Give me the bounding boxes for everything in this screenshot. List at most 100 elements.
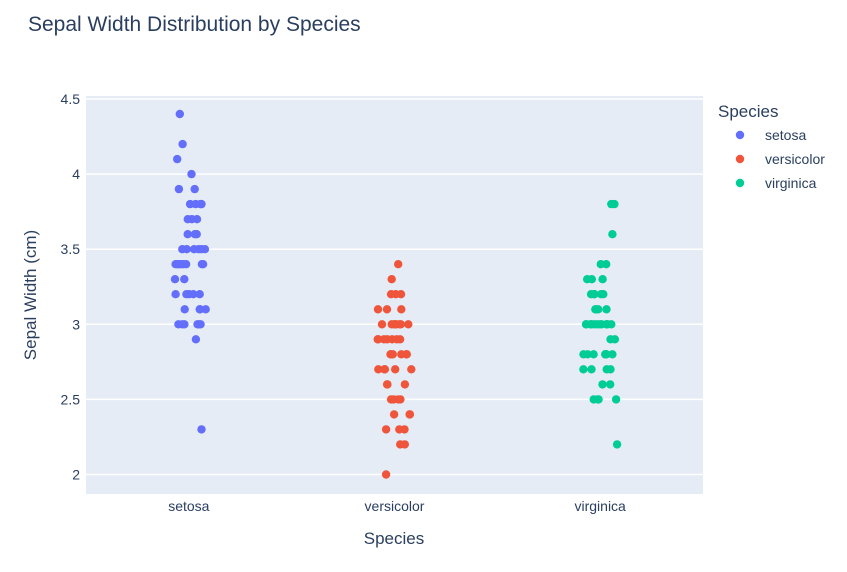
data-point[interactable] (190, 184, 199, 194)
data-point[interactable] (174, 184, 184, 194)
data-point[interactable] (589, 350, 598, 359)
data-point[interactable] (590, 290, 599, 299)
x-axis-title: Species (364, 529, 424, 548)
legend-marker-icon (735, 178, 745, 188)
data-point[interactable] (178, 139, 187, 149)
data-point[interactable] (173, 154, 182, 164)
data-point[interactable] (608, 230, 617, 239)
data-point[interactable] (389, 410, 399, 419)
data-point[interactable] (598, 380, 607, 389)
data-point[interactable] (405, 410, 415, 419)
data-point[interactable] (170, 275, 180, 284)
legend-marker-icon (735, 130, 745, 140)
data-point[interactable] (191, 199, 200, 209)
x-tick-label: virginica (574, 498, 626, 514)
data-point[interactable] (377, 320, 387, 329)
data-point[interactable] (191, 335, 201, 344)
data-point[interactable] (178, 245, 187, 254)
data-point[interactable] (591, 305, 601, 314)
legend-label: setosa (765, 127, 806, 143)
data-point[interactable] (583, 275, 592, 284)
data-point[interactable] (610, 199, 619, 209)
data-point[interactable] (388, 350, 397, 359)
y-tick-label: 3.5 (61, 241, 81, 257)
data-point[interactable] (598, 275, 607, 284)
legend-item-virginica[interactable]: virginica (735, 175, 817, 191)
data-point[interactable] (602, 305, 611, 314)
data-point[interactable] (187, 169, 196, 179)
data-point[interactable] (374, 335, 383, 344)
data-point[interactable] (606, 335, 615, 344)
data-point[interactable] (402, 350, 411, 359)
y-tick-label: 4.5 (61, 91, 81, 107)
data-point[interactable] (379, 335, 389, 344)
data-point[interactable] (396, 395, 405, 404)
data-point[interactable] (374, 365, 383, 374)
data-point[interactable] (611, 395, 621, 404)
data-point[interactable] (175, 109, 184, 119)
data-point[interactable] (396, 320, 405, 329)
data-point[interactable] (171, 290, 180, 299)
data-point[interactable] (593, 395, 602, 404)
data-point[interactable] (373, 305, 383, 314)
x-axis-ticks: setosa versicolor virginica (168, 498, 626, 514)
data-point[interactable] (400, 380, 410, 389)
legend-label: virginica (765, 175, 817, 191)
data-point[interactable] (175, 260, 184, 269)
data-point[interactable] (200, 245, 210, 254)
data-point[interactable] (197, 425, 206, 434)
data-point[interactable] (196, 320, 205, 329)
data-point[interactable] (391, 365, 400, 374)
data-point[interactable] (381, 470, 391, 479)
y-tick-label: 3 (72, 316, 80, 332)
data-point[interactable] (180, 320, 189, 329)
data-point[interactable] (602, 350, 611, 359)
legend-label: versicolor (765, 151, 825, 167)
data-point[interactable] (394, 260, 403, 269)
data-point[interactable] (390, 320, 399, 329)
data-point[interactable] (183, 230, 192, 239)
data-point[interactable] (608, 350, 617, 359)
data-point[interactable] (596, 290, 606, 299)
y-tick-label: 2 (72, 466, 80, 482)
data-point[interactable] (397, 305, 406, 314)
data-point[interactable] (187, 215, 197, 224)
data-point[interactable] (596, 260, 605, 269)
legend-marker-icon (735, 154, 745, 164)
data-point[interactable] (180, 305, 189, 314)
data-point[interactable] (589, 320, 599, 329)
data-point[interactable] (391, 290, 400, 299)
data-point[interactable] (380, 365, 389, 374)
data-point[interactable] (579, 365, 588, 374)
series-versicolor (373, 260, 416, 479)
legend-item-versicolor[interactable]: versicolor (735, 151, 825, 167)
data-point[interactable] (400, 440, 409, 449)
data-point[interactable] (195, 290, 204, 299)
data-points (170, 109, 622, 479)
data-point[interactable] (587, 365, 596, 374)
data-point[interactable] (184, 290, 194, 299)
data-point[interactable] (583, 350, 592, 359)
data-point[interactable] (381, 425, 391, 434)
data-point[interactable] (606, 380, 615, 389)
data-point[interactable] (407, 365, 416, 374)
data-point[interactable] (400, 425, 409, 434)
x-tick-label: versicolor (365, 498, 425, 514)
data-point[interactable] (392, 335, 401, 344)
data-point[interactable] (195, 305, 204, 314)
data-point[interactable] (606, 365, 615, 374)
data-point[interactable] (181, 260, 191, 269)
data-point[interactable] (612, 440, 622, 449)
data-point[interactable] (180, 275, 189, 284)
data-point[interactable] (382, 380, 392, 389)
data-point[interactable] (198, 260, 208, 269)
data-point[interactable] (192, 230, 201, 239)
data-point[interactable] (386, 395, 396, 404)
data-point[interactable] (174, 320, 183, 329)
legend-item-setosa[interactable]: setosa (735, 127, 807, 143)
data-point[interactable] (387, 275, 396, 284)
data-point[interactable] (382, 305, 392, 314)
data-point[interactable] (607, 320, 616, 329)
data-point[interactable] (404, 320, 413, 329)
